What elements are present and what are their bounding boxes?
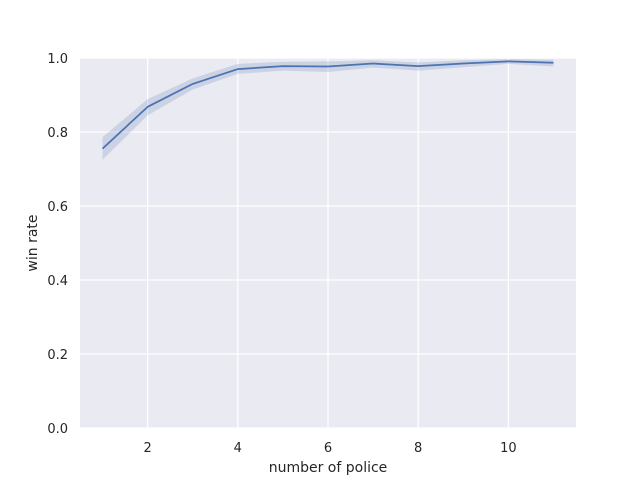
y-tick-label: 0.2 xyxy=(47,348,68,363)
y-tick-label: 0.8 xyxy=(47,126,68,141)
x-axis-label: number of police xyxy=(269,460,388,476)
y-tick-label: 0.0 xyxy=(47,422,68,437)
series-line xyxy=(101,60,554,150)
data-point xyxy=(507,60,509,62)
data-point xyxy=(237,68,239,70)
x-tick-label: 8 xyxy=(414,441,422,456)
grid xyxy=(80,57,576,429)
data-point xyxy=(147,106,149,108)
x-tick-label: 2 xyxy=(143,441,151,456)
y-tick-label: 0.4 xyxy=(47,274,68,289)
data-point xyxy=(372,63,374,65)
y-axis-label: win rate xyxy=(25,214,41,271)
data-point xyxy=(282,65,284,67)
x-tick-label: 4 xyxy=(234,441,242,456)
y-tick-label: 0.6 xyxy=(47,200,68,215)
data-point xyxy=(327,66,329,68)
data-point xyxy=(462,63,464,65)
data-point xyxy=(102,148,104,150)
data-point xyxy=(552,62,554,64)
x-tick-label: 6 xyxy=(324,441,332,456)
data-point xyxy=(417,65,419,67)
y-tick-label: 1.0 xyxy=(47,52,68,67)
x-tick-labels: 2 4 6 8 10 xyxy=(143,441,516,456)
y-tick-labels: 0.0 0.2 0.4 0.6 0.8 1.0 xyxy=(47,52,68,437)
x-tick-label: 10 xyxy=(500,441,517,456)
data-point xyxy=(192,83,194,85)
